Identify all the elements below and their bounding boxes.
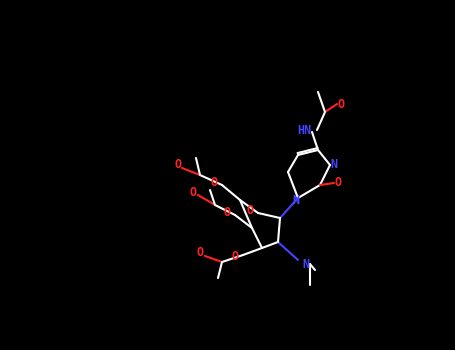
Text: O: O <box>174 159 182 172</box>
Text: O: O <box>334 176 342 189</box>
Text: O: O <box>189 186 197 198</box>
Text: O: O <box>223 205 231 218</box>
Text: N: N <box>330 159 338 172</box>
Text: N: N <box>303 259 309 272</box>
Text: O: O <box>247 203 253 217</box>
Text: N: N <box>293 195 299 208</box>
Text: O: O <box>338 98 344 111</box>
Text: O: O <box>210 175 217 189</box>
Text: O: O <box>232 251 238 264</box>
Text: HN: HN <box>297 124 311 136</box>
Text: O: O <box>197 246 203 259</box>
